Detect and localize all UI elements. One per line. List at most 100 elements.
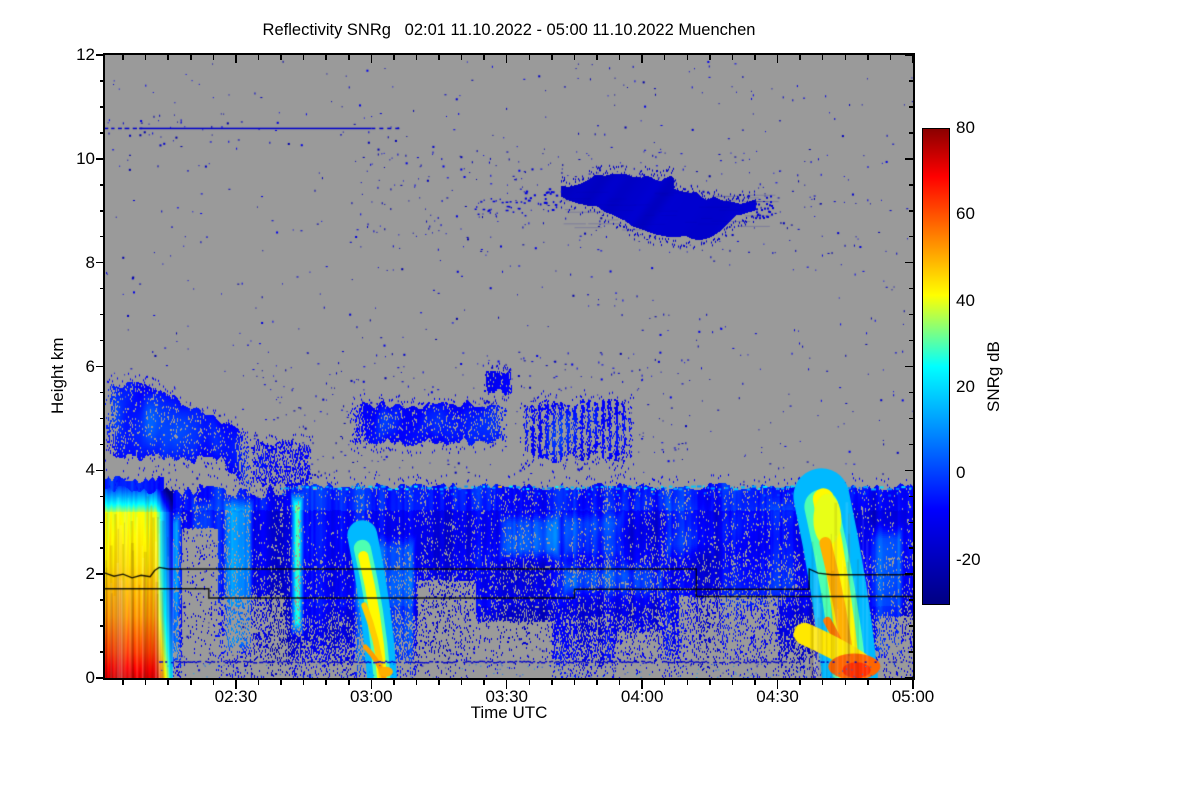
tick-mark (596, 55, 598, 60)
tick-mark (167, 55, 169, 60)
tick-mark (889, 680, 892, 685)
tick-mark (905, 54, 913, 56)
tick-mark (370, 55, 373, 63)
tick-mark (867, 55, 869, 60)
tick-mark (505, 55, 508, 63)
tick-mark (96, 573, 105, 575)
tick-mark (909, 547, 913, 549)
tick-mark (573, 55, 576, 60)
tick-mark (618, 55, 621, 60)
tick-mark (754, 680, 756, 685)
tick-mark (370, 680, 373, 689)
tick-mark (776, 680, 779, 689)
tick-mark (909, 339, 913, 342)
tick-mark (709, 55, 711, 60)
tick-mark (257, 680, 260, 685)
tick-mark (731, 680, 734, 685)
tick-mark (96, 261, 105, 264)
tick-mark (100, 80, 105, 82)
tick-mark (909, 80, 913, 82)
colorbar-tick-label: 80 (956, 118, 975, 137)
tick-mark (460, 680, 463, 685)
tick-mark (280, 680, 282, 685)
tick-mark (909, 106, 913, 108)
tick-mark (100, 521, 105, 523)
plot-frame (103, 53, 915, 680)
tick-mark (909, 132, 913, 134)
tick-mark (905, 469, 913, 472)
x-tick-label: 04:30 (756, 687, 799, 706)
tick-mark (867, 680, 869, 685)
y-tick-label: 8 (85, 252, 95, 272)
tick-mark (551, 680, 553, 685)
tick-mark (100, 287, 105, 290)
tick-mark (912, 55, 914, 63)
colorbar-tick-label: 0 (956, 463, 966, 483)
tick-mark (596, 680, 598, 685)
tick-mark (905, 365, 913, 368)
tick-mark (460, 55, 463, 60)
tick-mark (100, 599, 105, 601)
tick-mark (122, 680, 124, 685)
colorbar-tick-label: 60 (956, 204, 975, 224)
tick-mark (821, 55, 824, 60)
tick-mark (686, 55, 689, 60)
tick-mark (100, 391, 105, 394)
tick-mark (235, 55, 237, 63)
tick-mark (415, 680, 418, 685)
tick-mark (96, 469, 105, 472)
tick-mark (100, 339, 105, 342)
tick-mark (96, 54, 105, 56)
tick-mark (393, 680, 395, 685)
tick-mark (325, 55, 327, 60)
tick-mark (438, 680, 440, 685)
tick-mark (909, 417, 913, 420)
tick-mark (348, 55, 350, 60)
x-tick-label: 03:30 (485, 687, 528, 706)
tick-mark (100, 184, 105, 186)
tick-mark (235, 680, 237, 689)
tick-mark (100, 417, 105, 420)
tick-mark (754, 55, 756, 60)
x-tick-label: 03:00 (350, 687, 393, 706)
tick-mark (663, 680, 666, 685)
tick-mark (167, 680, 169, 685)
tick-mark (909, 184, 913, 186)
y-tick-label: 4 (85, 460, 95, 480)
tick-mark (415, 55, 418, 60)
tick-mark (96, 677, 105, 679)
y-tick-label: 10 (76, 148, 95, 168)
tick-mark (325, 680, 327, 685)
tick-mark (776, 55, 779, 63)
tick-mark (96, 365, 105, 368)
x-tick-label: 04:00 (620, 687, 664, 706)
tick-mark (100, 547, 105, 549)
tick-mark (100, 210, 105, 212)
tick-mark (821, 680, 824, 685)
tick-mark (144, 55, 147, 60)
tick-mark (889, 55, 892, 60)
tick-mark (905, 261, 913, 264)
tick-mark (709, 680, 711, 685)
tick-mark (551, 55, 553, 60)
tick-mark (302, 55, 305, 60)
tick-mark (641, 55, 643, 63)
tick-mark (190, 55, 192, 60)
y-tick-label: 0 (85, 668, 95, 687)
colorbar-tick-label: -20 (956, 549, 981, 569)
tick-mark (96, 158, 105, 160)
tick-mark (731, 55, 734, 60)
tick-mark (912, 680, 914, 689)
colorbar-title: SNRg dB (984, 341, 1003, 412)
tick-mark (393, 55, 395, 60)
tick-mark (257, 55, 260, 60)
tick-mark (100, 625, 105, 627)
tick-mark (348, 680, 350, 685)
y-tick-label: 12 (76, 45, 95, 64)
tick-mark (438, 55, 440, 60)
heatmap-canvas (105, 55, 913, 678)
tick-mark (909, 625, 913, 627)
colorbar-tick-label: 20 (956, 377, 975, 397)
tick-mark (483, 680, 485, 685)
